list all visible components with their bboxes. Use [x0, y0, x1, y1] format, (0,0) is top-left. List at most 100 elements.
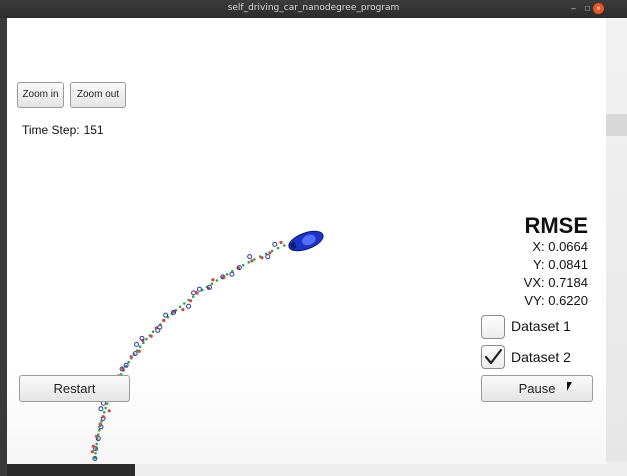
lidar-marker [279, 240, 283, 245]
lidar-marker [211, 278, 215, 282]
trajectory-view [90, 230, 324, 461]
radar-marker [171, 309, 177, 315]
estimate-marker [127, 360, 130, 364]
car-rear [289, 241, 297, 250]
radar-marker [196, 286, 202, 292]
estimate-marker [276, 246, 280, 250]
background-window-bottom [135, 462, 627, 476]
zoom-out-button[interactable]: Zoom out [70, 82, 126, 108]
rmse-panel: RMSE X: 0.0664 Y: 0.0841 VX: 0.7184 VY: … [524, 214, 588, 310]
close-icon[interactable]: × [593, 3, 604, 14]
estimate-marker [151, 330, 155, 334]
radar-marker [134, 341, 139, 347]
lidar-marker [149, 334, 153, 338]
window-titlebar[interactable]: self_driving_car_nanodegree_program – □ … [0, 0, 627, 18]
lidar-marker [90, 450, 94, 454]
estimate-marker [225, 273, 229, 276]
estimate-marker [104, 406, 107, 410]
radar-marker [163, 312, 169, 318]
restart-button[interactable]: Restart [19, 375, 130, 402]
radar-marker [98, 406, 104, 412]
radar-marker [92, 456, 98, 461]
estimate-marker [210, 282, 214, 286]
estimate-marker [191, 295, 195, 299]
lidar-marker [268, 251, 272, 255]
checkmark-icon [484, 348, 503, 365]
estimate-marker [94, 447, 98, 450]
radar-marker [186, 303, 192, 309]
mouse-cursor-icon [567, 382, 572, 391]
dataset-1-label[interactable]: Dataset 1 [511, 318, 571, 334]
estimate-marker [270, 249, 274, 253]
radar-marker [139, 335, 145, 341]
rmse-y: Y: 0.0841 [533, 257, 588, 272]
dataset-1-checkbox[interactable] [481, 315, 505, 339]
estimate-marker [142, 341, 145, 345]
lidar-marker [222, 275, 226, 279]
dataset-2-checkbox[interactable] [481, 345, 505, 369]
lidar-marker [162, 318, 166, 322]
lidar-marker [181, 308, 185, 312]
estimate-marker [145, 337, 148, 341]
rmse-vy: VY: 0.6220 [524, 293, 588, 308]
estimate-marker [138, 345, 142, 349]
estimate-marker [105, 402, 109, 405]
estimate-marker [119, 373, 123, 376]
radar-marker [132, 351, 138, 357]
background-window-edge [606, 18, 627, 476]
radar-marker [157, 324, 163, 330]
rmse-x: X: 0.0664 [532, 239, 588, 254]
estimate-marker [94, 452, 97, 455]
time-step-label: Time Step: [22, 123, 80, 137]
measurement-markers [90, 236, 302, 461]
lidar-marker [194, 290, 198, 295]
estimate-marker [253, 258, 256, 261]
estimate-marker [95, 442, 98, 446]
simulator-canvas[interactable]: Zoom in Zoom out Time Step: 151 RMSE X: 0… [7, 18, 606, 464]
lidar-marker [107, 409, 111, 413]
radar-marker [247, 254, 253, 260]
estimate-marker [283, 244, 286, 247]
lidar-marker [91, 444, 95, 448]
estimate-marker [102, 411, 106, 414]
dataset-2-label[interactable]: Dataset 2 [511, 349, 571, 365]
maximize-icon[interactable]: □ [585, 4, 590, 13]
radar-marker [236, 265, 242, 271]
radar-marker [95, 436, 101, 442]
radar-marker [93, 446, 98, 452]
radar-marker [229, 271, 235, 277]
pause-button[interactable]: Pause [481, 375, 593, 402]
estimate-marker [178, 305, 182, 309]
car-marker [288, 230, 324, 252]
lidar-marker [260, 256, 264, 260]
radar-marker [123, 362, 129, 368]
lidar-marker [121, 367, 125, 371]
rmse-title: RMSE [524, 213, 588, 238]
lidar-marker [98, 422, 102, 426]
estimate-marker [93, 456, 97, 460]
lidar-marker [250, 259, 254, 263]
lidar-marker [101, 415, 105, 419]
desktop-background-left [0, 18, 7, 476]
window-title: self_driving_car_nanodegree_program [227, 3, 400, 13]
zoom-in-button[interactable]: Zoom in [17, 82, 64, 108]
minimize-icon[interactable]: – [571, 4, 576, 13]
car-windshield [302, 234, 316, 246]
estimate-marker [241, 263, 245, 267]
lidar-marker [189, 299, 193, 303]
radar-marker [207, 284, 213, 290]
radar-marker [272, 241, 278, 247]
estimate-marker [215, 279, 219, 282]
estimate-marker [247, 261, 250, 264]
estimate-marker [183, 302, 186, 305]
estimate-marker [98, 428, 101, 432]
rmse-vx: VX: 0.7184 [523, 275, 588, 290]
time-step-readout: Time Step: 151 [22, 123, 104, 137]
lidar-marker [95, 434, 99, 438]
background-window-header [606, 114, 627, 136]
lidar-marker [137, 349, 141, 353]
radar-marker [265, 254, 271, 260]
time-step-value: 151 [83, 123, 104, 137]
lidar-marker [129, 355, 133, 359]
lidar-marker [154, 326, 158, 330]
